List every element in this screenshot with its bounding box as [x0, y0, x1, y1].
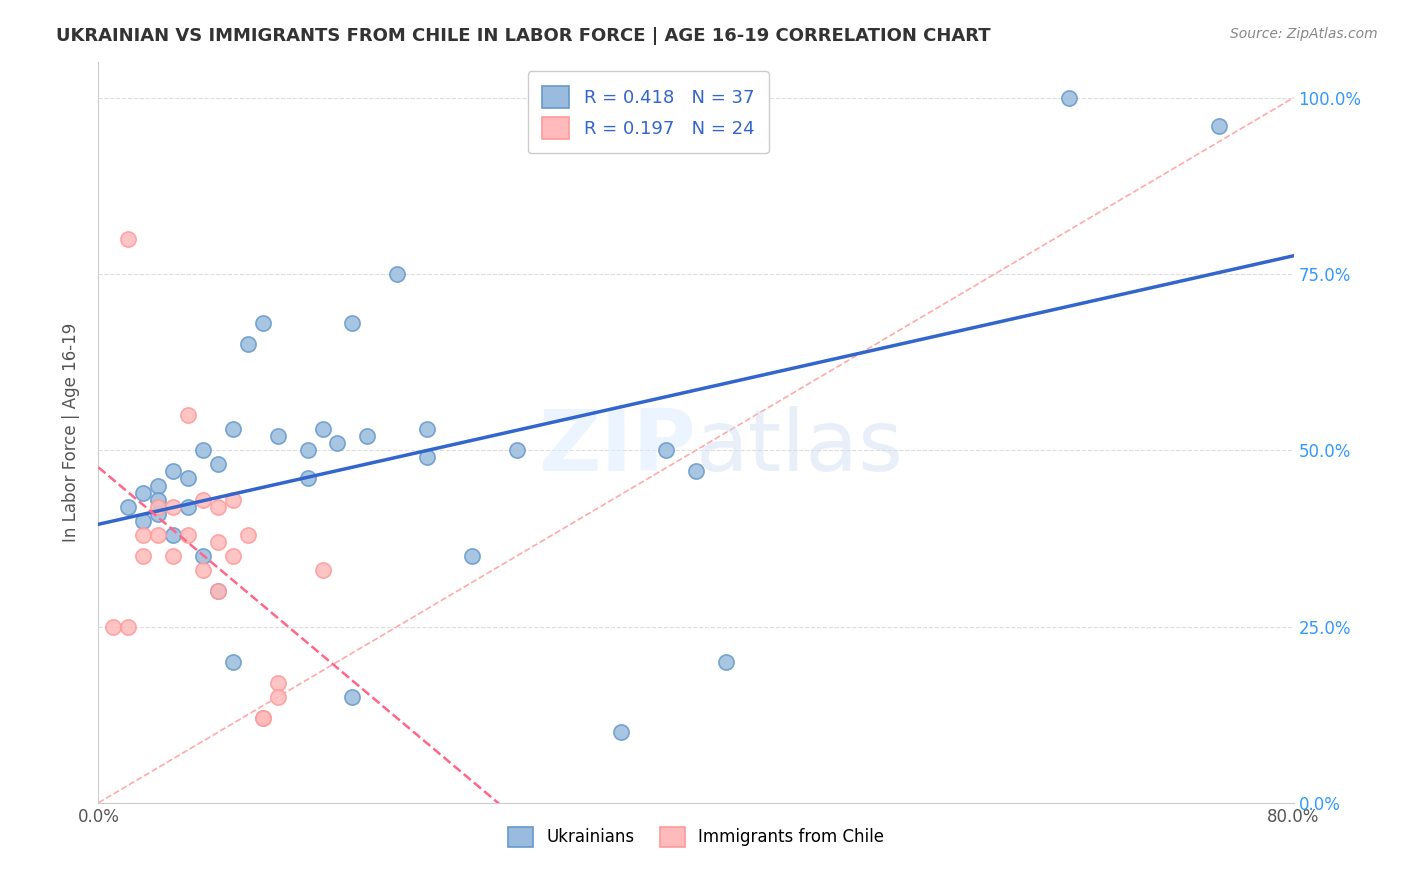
Text: UKRAINIAN VS IMMIGRANTS FROM CHILE IN LABOR FORCE | AGE 16-19 CORRELATION CHART: UKRAINIAN VS IMMIGRANTS FROM CHILE IN LA…	[56, 27, 991, 45]
Point	[416, 422, 439, 436]
Point	[132, 514, 155, 528]
Point	[207, 584, 229, 599]
Point	[311, 422, 333, 436]
Point	[177, 408, 200, 422]
Point	[252, 711, 274, 725]
Point	[148, 507, 170, 521]
Point	[610, 725, 633, 739]
Point	[236, 528, 259, 542]
Point	[236, 337, 259, 351]
Point	[117, 232, 139, 246]
Text: atlas: atlas	[696, 406, 904, 489]
Point	[191, 492, 214, 507]
Point	[252, 316, 274, 330]
Text: Source: ZipAtlas.com: Source: ZipAtlas.com	[1230, 27, 1378, 41]
Point	[222, 492, 245, 507]
Point	[148, 500, 170, 514]
Point	[191, 549, 214, 563]
Point	[117, 500, 139, 514]
Point	[1059, 91, 1081, 105]
Text: ZIP: ZIP	[538, 406, 696, 489]
Point	[267, 690, 290, 704]
Point	[267, 429, 290, 443]
Point	[132, 549, 155, 563]
Point	[655, 443, 678, 458]
Point	[685, 464, 707, 478]
Point	[252, 711, 274, 725]
Point	[326, 436, 349, 450]
Point	[461, 549, 484, 563]
Point	[177, 528, 200, 542]
Point	[506, 443, 529, 458]
Point	[191, 563, 214, 577]
Point	[207, 500, 229, 514]
Point	[162, 500, 184, 514]
Point	[132, 485, 155, 500]
Point	[385, 267, 409, 281]
Point	[103, 619, 125, 633]
Point	[207, 458, 229, 472]
Point	[356, 429, 378, 443]
Point	[148, 528, 170, 542]
Legend: Ukrainians, Immigrants from Chile: Ukrainians, Immigrants from Chile	[502, 820, 890, 854]
Point	[162, 549, 184, 563]
Point	[177, 500, 200, 514]
Point	[207, 535, 229, 549]
Point	[297, 443, 319, 458]
Point	[342, 690, 364, 704]
Point	[342, 316, 364, 330]
Point	[162, 464, 184, 478]
Point	[222, 655, 245, 669]
Point	[222, 422, 245, 436]
Y-axis label: In Labor Force | Age 16-19: In Labor Force | Age 16-19	[62, 323, 80, 542]
Point	[117, 619, 139, 633]
Point	[416, 450, 439, 465]
Point	[148, 492, 170, 507]
Point	[162, 528, 184, 542]
Point	[297, 471, 319, 485]
Point	[222, 549, 245, 563]
Point	[132, 528, 155, 542]
Point	[267, 676, 290, 690]
Point	[311, 563, 333, 577]
Point	[191, 443, 214, 458]
Point	[148, 478, 170, 492]
Point	[177, 471, 200, 485]
Point	[207, 584, 229, 599]
Point	[1208, 119, 1230, 133]
Point	[714, 655, 737, 669]
